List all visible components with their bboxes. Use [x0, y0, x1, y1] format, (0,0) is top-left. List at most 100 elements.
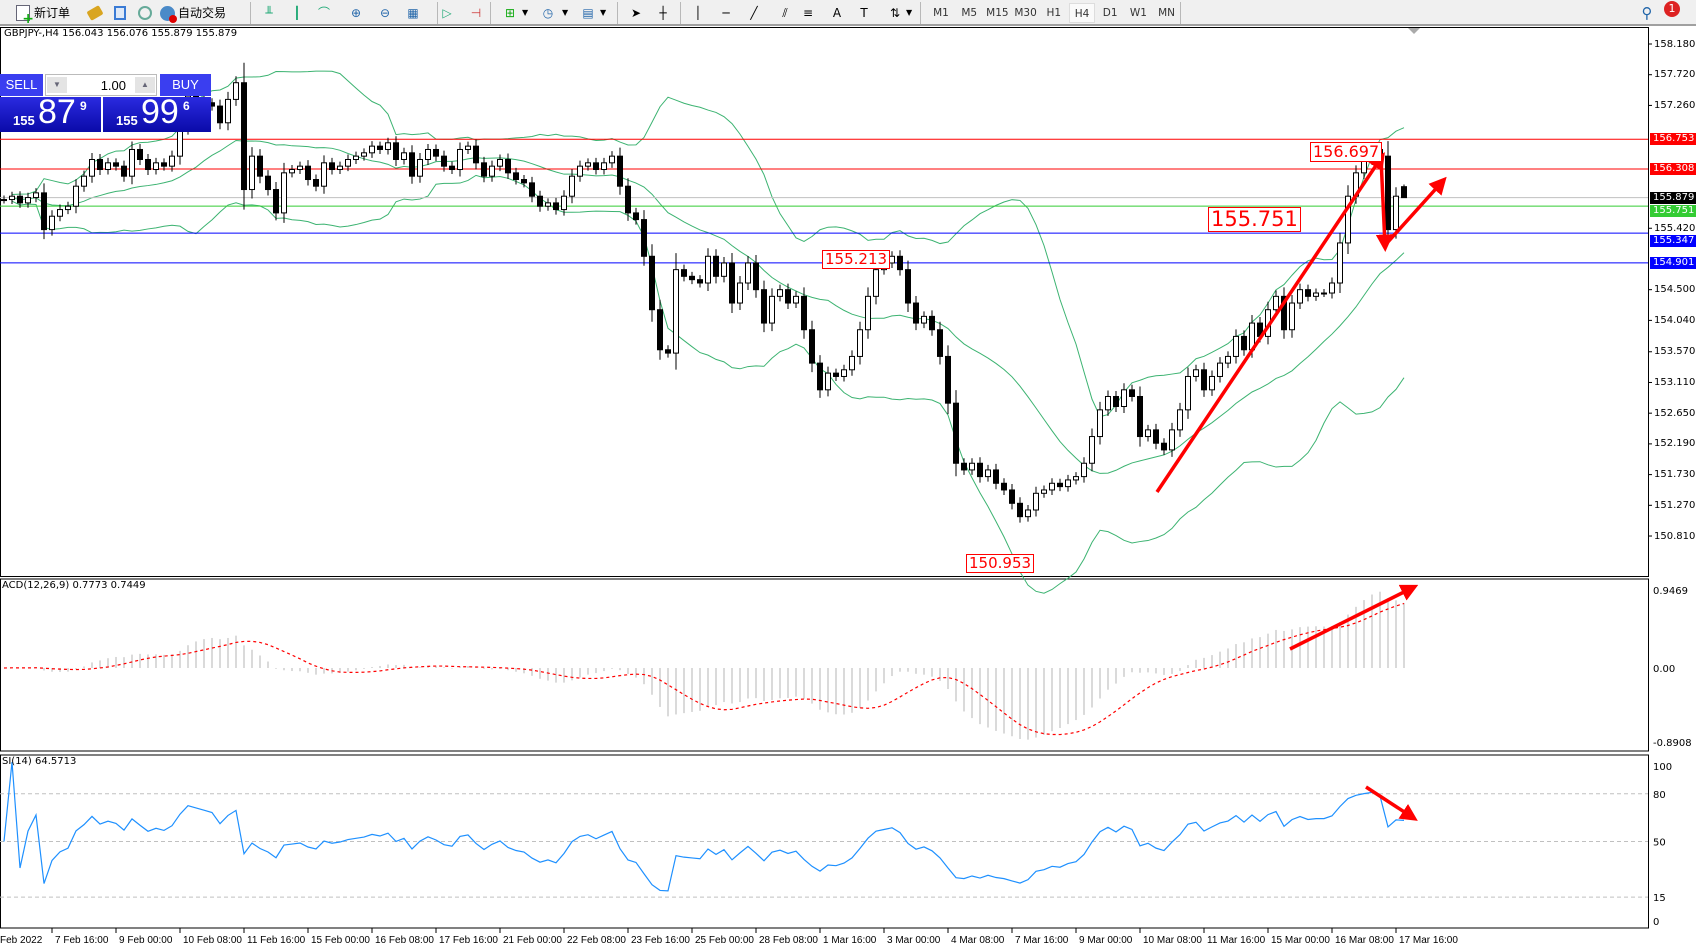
data-window-icon[interactable]	[110, 3, 130, 23]
candlestick-icon[interactable]: ┃	[293, 6, 301, 20]
chart-shift-marker	[1408, 28, 1420, 34]
timeframe-m30[interactable]: M30	[1014, 7, 1037, 19]
candle-bull	[401, 152, 407, 160]
buy-button[interactable]: BUY	[160, 74, 211, 96]
price-axis-label: 157.720	[1654, 69, 1696, 81]
auto-scroll-icon[interactable]: ▷	[442, 6, 452, 20]
text-label-icon[interactable]: T	[860, 6, 868, 20]
candle-bear	[1153, 429, 1159, 444]
timeframe-h1[interactable]: H1	[1046, 7, 1062, 19]
candle-bull	[777, 289, 783, 297]
candle-bull	[25, 197, 31, 204]
annotation-low[interactable]: 150.953	[966, 554, 1035, 573]
price-line-label: 155.347	[1650, 234, 1696, 247]
price-axis-label: 154.040	[1654, 314, 1696, 326]
chart-canvas[interactable]: 0.9469 0.00 -0.8908 100 80 50 15 0 Feb 2022 7 Feb…	[0, 27, 1696, 947]
sell-button[interactable]: SELL	[0, 74, 43, 96]
vertical-line-icon[interactable]: │	[694, 6, 702, 20]
candle-bear	[641, 219, 647, 257]
notification-badge[interactable]: 1	[1664, 1, 1680, 17]
candle-bear	[961, 462, 967, 471]
cursor-icon[interactable]: ➤	[630, 6, 642, 20]
candle-bear	[593, 162, 599, 171]
candle-bear	[529, 182, 535, 197]
price-axis-label: 158.180	[1654, 38, 1696, 50]
navigator-icon[interactable]	[135, 3, 155, 23]
crosshair-icon[interactable]: ┼	[659, 6, 667, 20]
chart-window[interactable]: 0.9469 0.00 -0.8908 100 80 50 15 0 Feb 2022 7 Feb…	[0, 27, 1696, 947]
candle-bull	[1329, 282, 1335, 294]
candle-bull	[1393, 195, 1399, 231]
timeframe-m15[interactable]: M15	[986, 7, 1009, 19]
timeframe-d1[interactable]: D1	[1102, 7, 1118, 19]
candle-bull	[673, 269, 679, 354]
lot-increase-button[interactable]: ▲	[135, 77, 155, 93]
search-icon[interactable]: ⚲	[1641, 4, 1653, 22]
candle-bull	[745, 262, 751, 284]
candle-bear	[145, 158, 151, 171]
timeframe-mn[interactable]: MN	[1158, 7, 1176, 19]
arrows-icon[interactable]: ⇅	[889, 6, 901, 20]
buy-price[interactable]: 155 99 6	[103, 93, 211, 132]
candle-bear	[513, 172, 519, 181]
candle-bull	[281, 172, 287, 214]
candle-bull	[1273, 295, 1279, 311]
auto-trading-button[interactable]: 自动交易	[160, 3, 226, 23]
timeframe-m1[interactable]: M1	[933, 7, 949, 19]
candle-bear	[977, 462, 983, 478]
text-icon[interactable]: A	[832, 6, 842, 20]
line-chart-icon[interactable]: ⌒	[317, 6, 330, 20]
price-axis-label: 152.650	[1654, 407, 1696, 419]
time-axis-label: 9 Feb 00:00	[119, 935, 173, 946]
periods-dropdown-icon[interactable]: ▼	[562, 8, 569, 17]
templates-icon[interactable]: ▤	[582, 6, 594, 20]
bar-chart-icon[interactable]: ╨	[265, 6, 273, 20]
templates-dropdown-icon[interactable]: ▼	[600, 8, 607, 17]
candle-bull	[33, 192, 39, 199]
macd-axis-label: 0.00	[1653, 664, 1675, 675]
candle-bull	[73, 185, 79, 207]
candle-bull	[9, 195, 15, 201]
horizontal-line-icon[interactable]: ─	[722, 6, 730, 20]
timeframe-h4[interactable]: H4	[1069, 3, 1095, 23]
candle-bear	[809, 329, 815, 364]
indicators-dropdown-icon[interactable]: ▼	[522, 8, 529, 17]
annotation-support[interactable]: 155.751	[1208, 207, 1301, 232]
candle-bear	[1113, 395, 1119, 408]
lot-size-input[interactable]: ▼ 1.00 ▲	[45, 74, 157, 96]
zoom-in-icon[interactable]: ⊕	[350, 6, 362, 20]
new-order-button[interactable]: + 新订单	[16, 3, 70, 26]
equidistant-channel-icon[interactable]: ⫽	[782, 6, 788, 20]
fibonacci-icon[interactable]: ≡	[802, 6, 814, 20]
main-panel-frame	[0, 27, 1649, 577]
candle-bear	[1017, 502, 1023, 518]
time-axis-label: 17 Feb 16:00	[439, 935, 498, 946]
rebound-arrow-up	[1385, 176, 1447, 245]
tile-windows-icon[interactable]: ▦	[407, 6, 419, 20]
annotation-high[interactable]: 156.697	[1310, 142, 1383, 162]
indicators-icon[interactable]: ⊞	[504, 6, 516, 20]
arrows-dropdown-icon[interactable]: ▼	[906, 8, 913, 17]
price-line-label: 156.308	[1650, 162, 1696, 175]
candle-bear	[1001, 482, 1007, 491]
trend-arrow-up	[1155, 152, 1385, 493]
zoom-out-icon[interactable]: ⊖	[379, 6, 391, 20]
lot-decrease-button[interactable]: ▼	[47, 77, 67, 93]
macd-axis-label: 0.9469	[1653, 586, 1688, 597]
timeframe-m5[interactable]: M5	[961, 7, 978, 19]
timeframe-w1[interactable]: W1	[1129, 7, 1147, 19]
toolbar: + 新订单 自动交易 ╨ ┃ ⌒ ⊕ ⊖ ▦ ▷ ⊣ ⊞ ▼ ◷ ▼ ▤ ▼ ➤…	[0, 0, 1696, 26]
sell-price[interactable]: 155 87 9	[0, 93, 101, 132]
candle-bull	[465, 145, 471, 150]
candle-bear	[689, 275, 695, 281]
chart-shift-icon[interactable]: ⊣	[470, 6, 482, 20]
candle-bear	[17, 195, 23, 204]
time-axis-label: 16 Mar 08:00	[1335, 935, 1394, 946]
annotation-swing-high[interactable]: 155.213	[822, 250, 891, 269]
candle-bear	[97, 158, 103, 171]
market-watch-icon[interactable]	[85, 3, 105, 23]
periods-clock-icon[interactable]: ◷	[542, 6, 554, 20]
candle-bull	[985, 469, 991, 478]
trendline-icon[interactable]: ╱	[750, 6, 758, 20]
candle-bull	[1345, 195, 1351, 244]
